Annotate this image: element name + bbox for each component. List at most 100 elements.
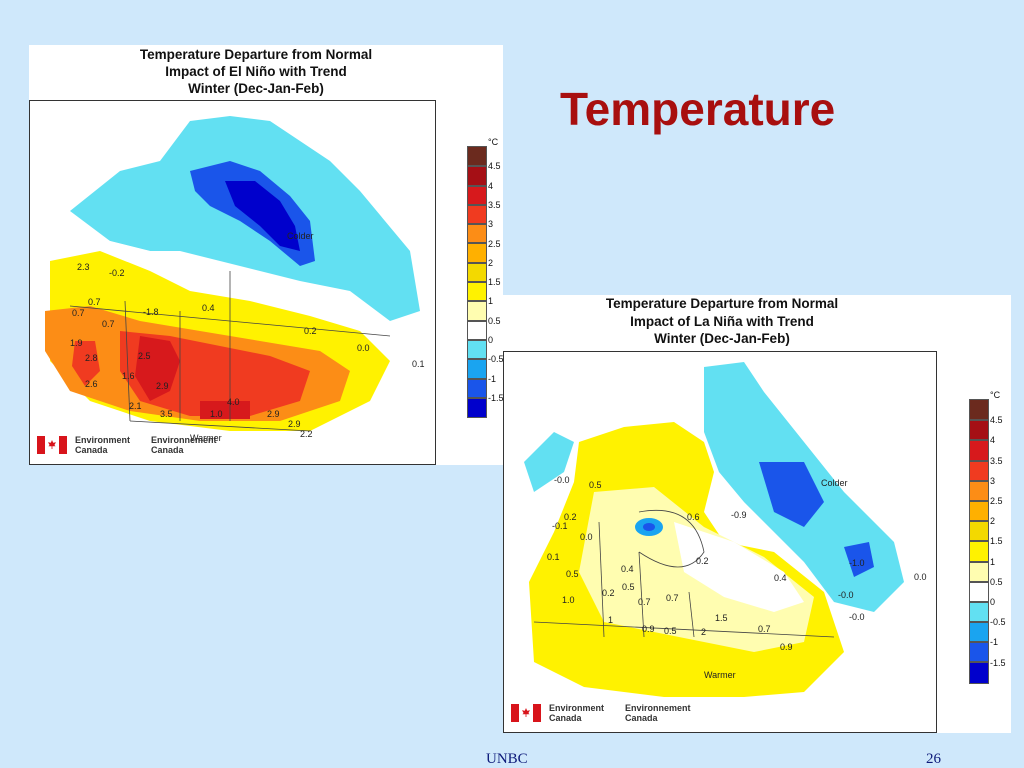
la-nina-value: 0.5 [589, 480, 602, 490]
la-nina-value: 0.9 [780, 642, 793, 652]
la-nina-value: 0.5 [664, 626, 677, 636]
legend-swatch [969, 520, 989, 543]
legend-swatch [969, 459, 989, 482]
la-nina-value: 0.7 [758, 624, 771, 634]
la-nina-value: 0.0 [580, 532, 593, 542]
legend-swatch [467, 396, 487, 419]
la-nina-value: 0.6 [687, 512, 700, 522]
la-nina-value: 0.1 [547, 552, 560, 562]
el-nino-legend [467, 145, 487, 419]
el-nino-value: 0.7 [102, 319, 115, 329]
legend-swatch [467, 300, 487, 322]
el-nino-value: 0.2 [304, 326, 317, 336]
el-nino-title-2: Impact of El Niño with Trend [165, 64, 347, 79]
la-nina-env-canada-logo: Environment Canada Environnement Canada [511, 703, 697, 723]
legend-swatch [467, 165, 487, 187]
la-nina-value: -0.0 [554, 475, 570, 485]
legend-level-label: 2 [990, 516, 996, 527]
legend-swatch [969, 621, 989, 644]
legend-swatch [969, 499, 989, 523]
legend-level-label: 3 [990, 475, 996, 486]
legend-swatch [969, 560, 989, 583]
el-nino-value: 4.0 [227, 397, 240, 407]
el-nino-value: 0.4 [202, 303, 215, 313]
el-nino-value: 2.6 [85, 379, 98, 389]
legend-swatch [467, 223, 487, 245]
page-number: 26 [926, 751, 941, 767]
la-nina-colder-label: Colder [821, 478, 848, 488]
la-nina-title-2: Impact of La Niña with Trend [630, 314, 814, 329]
legend-unit: °C [488, 137, 499, 147]
legend-level-label: -1 [990, 637, 999, 648]
legend-swatch [467, 319, 487, 341]
legend-level-label: 0.5 [488, 315, 501, 326]
el-nino-value: 2.9 [288, 419, 301, 429]
la-nina-value: -0.0 [838, 590, 854, 600]
la-nina-value: 1.5 [715, 613, 728, 623]
el-nino-value: -0.2 [109, 268, 125, 278]
legend-level-label: 3.5 [488, 199, 501, 210]
legend-level-label: 1 [990, 556, 996, 567]
legend-level-label: -1 [488, 373, 497, 384]
legend-swatch [467, 358, 487, 380]
legend-swatch [969, 540, 989, 563]
legend-swatch [969, 479, 989, 502]
legend-swatch [969, 580, 989, 603]
legend-swatch [467, 184, 487, 206]
legend-level-label: 4 [990, 435, 996, 446]
legend-swatch [467, 281, 487, 303]
legend-level-label: -1.5 [488, 392, 504, 403]
legend-level-label: 2.5 [488, 238, 501, 249]
legend-swatch [467, 203, 487, 226]
la-nina-value: -1.0 [849, 558, 865, 568]
el-nino-value: 2.8 [85, 353, 98, 363]
el-nino-warmer-label: Warmer [190, 433, 222, 443]
el-nino-value: 2.9 [156, 381, 169, 391]
el-nino-value: 0.1 [412, 359, 425, 369]
legend-swatch [467, 261, 487, 284]
el-nino-map-graphic [45, 116, 420, 432]
la-nina-value: -0.9 [731, 510, 747, 520]
legend-level-label: 3.5 [990, 455, 1003, 466]
el-nino-value: 1.9 [70, 338, 83, 348]
legend-swatch [969, 641, 989, 664]
legend-level-label: 4 [488, 180, 494, 191]
la-nina-map: Colder Warmer -0.0 0.5 -0.1 0.2 0.1 0.0 … [503, 351, 937, 733]
la-nina-value: 0.2 [602, 588, 615, 598]
el-nino-value: 2.1 [129, 401, 142, 411]
el-nino-title-1: Temperature Departure from Normal [139, 47, 373, 62]
la-nina-value: 1.0 [562, 595, 575, 605]
legend-level-label: 1 [488, 296, 494, 307]
logo-english: Environment Canada [75, 435, 131, 455]
el-nino-title-3: Winter (Dec-Jan-Feb) [188, 81, 324, 96]
la-nina-legend [969, 398, 989, 684]
canada-flag-icon [37, 436, 67, 454]
la-nina-value: 1 [608, 615, 614, 625]
logo-french: Environnement Canada [151, 435, 217, 455]
la-nina-title-1: Temperature Departure from Normal [605, 296, 839, 311]
la-nina-value: -0.0 [849, 612, 865, 622]
el-nino-value: 3.5 [160, 409, 173, 419]
la-nina-value: 0.0 [914, 572, 927, 582]
logo-english: Environment Canada [549, 703, 605, 723]
el-nino-value: 0.7 [72, 308, 85, 318]
la-nina-value: 0.4 [774, 573, 787, 583]
el-nino-env-canada-logo: Environment Canada Environnement Canada [37, 435, 223, 455]
la-nina-value: 0.4 [621, 564, 634, 574]
el-nino-value: 2.3 [77, 262, 90, 272]
legend-swatch [467, 242, 487, 264]
el-nino-colder-label: Colder [287, 231, 314, 241]
la-nina-value: 0.2 [696, 556, 709, 566]
legend-level-label: -1.5 [990, 657, 1006, 668]
legend-swatch [969, 600, 989, 624]
legend-level-label: 1.5 [990, 536, 1003, 547]
el-nino-value: 2.5 [138, 351, 151, 361]
legend-level-label: 2 [488, 257, 494, 268]
el-nino-value: 0.0 [357, 343, 370, 353]
legend-swatch [467, 338, 487, 361]
la-nina-value: 0.2 [564, 512, 577, 522]
legend-level-label: 0 [990, 597, 996, 607]
slide-title: Temperature [560, 83, 836, 135]
el-nino-value: 2.9 [267, 409, 280, 419]
legend-swatch [969, 439, 989, 462]
